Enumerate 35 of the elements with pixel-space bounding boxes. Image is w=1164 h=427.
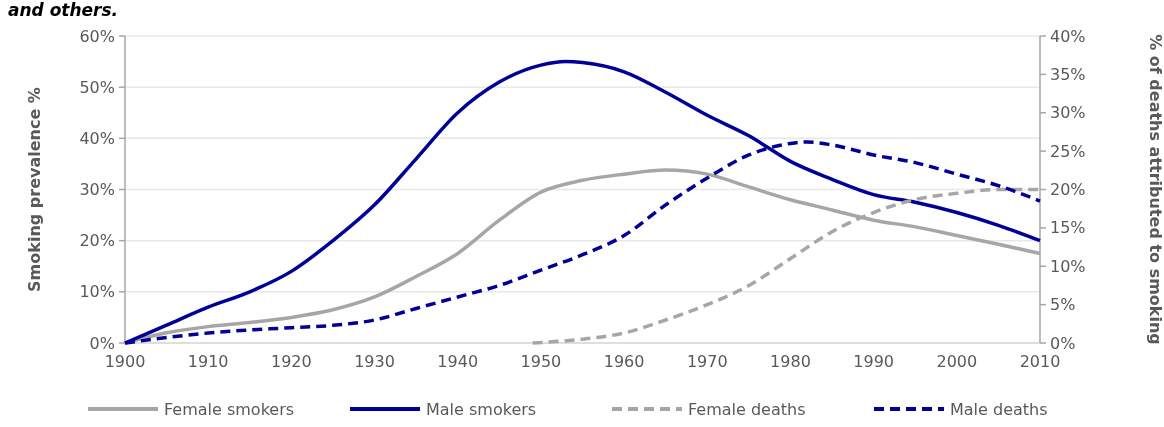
y2-tick-label: 20%: [1050, 180, 1086, 200]
y2-tick-label: 0%: [1050, 333, 1076, 353]
y-tick-label: 60%: [79, 26, 115, 46]
y-tick-label: 50%: [79, 77, 115, 97]
legend-label: Female deaths: [688, 399, 806, 419]
legend-label: Female smokers: [164, 399, 295, 419]
x-tick-label: 1900: [104, 352, 146, 371]
x-tick-label: 2000: [936, 352, 978, 371]
y2-tick-label: 10%: [1050, 256, 1086, 276]
y2-tick-label: 25%: [1050, 141, 1086, 161]
x-tick-label: 2010: [1019, 352, 1061, 371]
chart-title: and others.: [8, 0, 119, 20]
y-tick-label: 10%: [79, 282, 115, 302]
x-tick-label: 1950: [520, 352, 562, 371]
y-tick-label: 20%: [79, 231, 115, 251]
y-tick-label: 30%: [79, 180, 115, 200]
y2-axis-title: % of deaths attributed to smoking: [1146, 34, 1164, 345]
x-tick-label: 1910: [187, 352, 229, 371]
x-tick-label: 1940: [437, 352, 479, 371]
y2-tick-label: 5%: [1050, 295, 1076, 315]
y2-tick-label: 30%: [1050, 103, 1086, 123]
x-tick-label: 1920: [271, 352, 312, 371]
x-tick-label: 1930: [354, 352, 395, 371]
y2-tick-label: 15%: [1050, 218, 1086, 238]
y2-tick-label: 35%: [1050, 64, 1086, 84]
legend-label: Male smokers: [426, 399, 537, 419]
legend-label: Male deaths: [950, 399, 1048, 419]
y-tick-label: 0%: [89, 333, 115, 353]
y-axis-title: Smoking prevalence %: [25, 87, 44, 292]
y2-tick-label: 40%: [1050, 26, 1086, 46]
x-tick-label: 1960: [603, 352, 645, 371]
x-tick-label: 1990: [853, 352, 894, 371]
y-tick-label: 40%: [79, 128, 115, 148]
x-tick-label: 1970: [686, 352, 728, 371]
x-tick-label: 1980: [770, 352, 811, 371]
